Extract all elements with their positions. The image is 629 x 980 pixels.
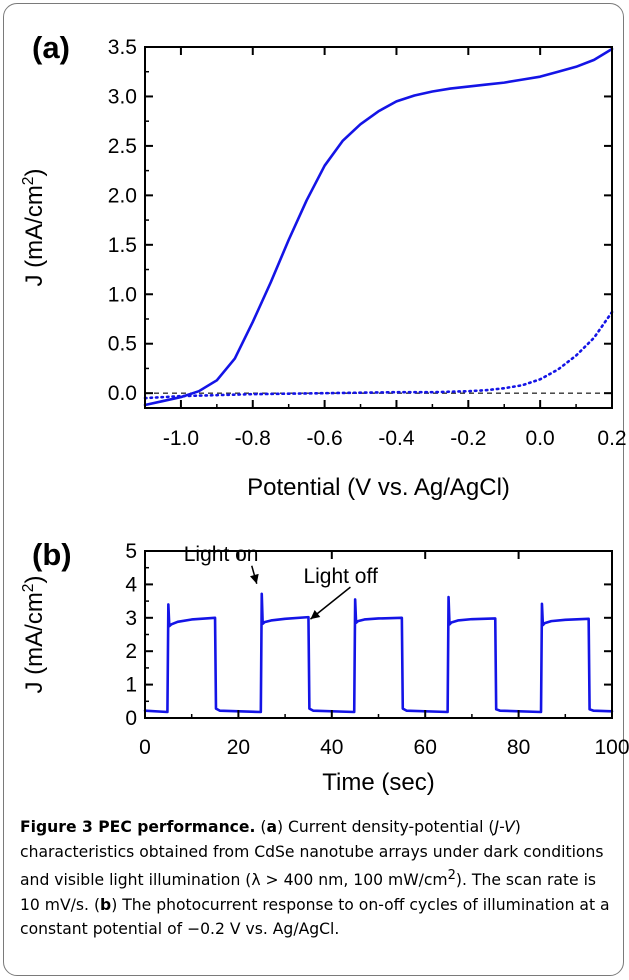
y-axis-label-end: ) xyxy=(21,575,48,583)
annotation-arrowhead xyxy=(250,573,259,584)
y-tick-label: 1.0 xyxy=(108,283,137,306)
y-tick-label: 5 xyxy=(125,540,137,563)
series-line-solid xyxy=(143,47,614,407)
x-tick-label: -0.4 xyxy=(378,427,415,450)
plot-frame xyxy=(144,46,613,409)
annotation-arrowhead xyxy=(310,609,321,620)
x-axis-label: Time (sec) xyxy=(322,769,434,796)
caption-title: Figure 3 PEC performance. xyxy=(20,818,256,836)
x-tick-label: 0.2 xyxy=(597,427,626,450)
y-tick-label: 2.0 xyxy=(108,184,137,207)
y-axis-label: J (mA/cm2) xyxy=(20,575,48,693)
y-axis-label: J (mA/cm2) xyxy=(20,168,48,286)
x-tick-label: 20 xyxy=(227,736,250,759)
y-axis-label-main: J (mA/cm xyxy=(21,592,48,693)
panel-label: (a) xyxy=(32,30,70,65)
series-line-dotted xyxy=(143,310,614,400)
y-tick-label: 0.0 xyxy=(108,382,137,405)
x-tick-label: 0.0 xyxy=(526,427,555,450)
y-tick-label: 0 xyxy=(125,707,137,730)
y-tick-label: 3.5 xyxy=(108,36,137,59)
chart-panel-a: -1.0 -0.8 -0.6 -0.4 -0.2 0.0 0.2 0.0 0.5 1.0 1.5 2.… xyxy=(20,30,627,501)
series-line-solid xyxy=(143,592,614,714)
panel-label: (b) xyxy=(32,537,72,572)
y-tick-label: 2 xyxy=(125,640,137,663)
annotation-light-on: Light on xyxy=(184,543,259,566)
y-tick-label: 4 xyxy=(125,573,137,596)
y-tick-label: 3.0 xyxy=(108,85,137,108)
x-tick-label: -1.0 xyxy=(163,427,199,450)
y-tick-label: 3 xyxy=(125,607,137,630)
annotation-light-off: Light off xyxy=(303,565,378,588)
x-tick-label: 40 xyxy=(320,736,343,759)
x-tick-label: -0.6 xyxy=(307,427,343,450)
figure-frame xyxy=(3,3,624,976)
figure-caption: Figure 3 PEC performance. (a) Current de… xyxy=(20,818,610,939)
y-tick-label: 1.5 xyxy=(108,234,137,257)
y-axis-label-main: J (mA/cm xyxy=(21,185,48,286)
x-tick-label: 60 xyxy=(414,736,437,759)
x-tick-label: 0 xyxy=(139,736,151,759)
x-tick-label: -0.2 xyxy=(450,427,486,450)
x-axis-label: Potential (V vs. Ag/AgCl) xyxy=(247,474,510,501)
x-tick-label: 100 xyxy=(594,736,629,759)
y-tick-label: 1 xyxy=(125,674,137,697)
y-tick-label: 2.5 xyxy=(108,135,137,158)
y-axis-label-end: ) xyxy=(21,168,48,176)
x-tick-label: 80 xyxy=(507,736,530,759)
y-axis-label-sup: 2 xyxy=(20,583,37,592)
x-tick-label: -0.8 xyxy=(235,427,271,450)
y-tick-label: 0.5 xyxy=(108,333,137,356)
y-axis-label-sup: 2 xyxy=(20,176,37,185)
